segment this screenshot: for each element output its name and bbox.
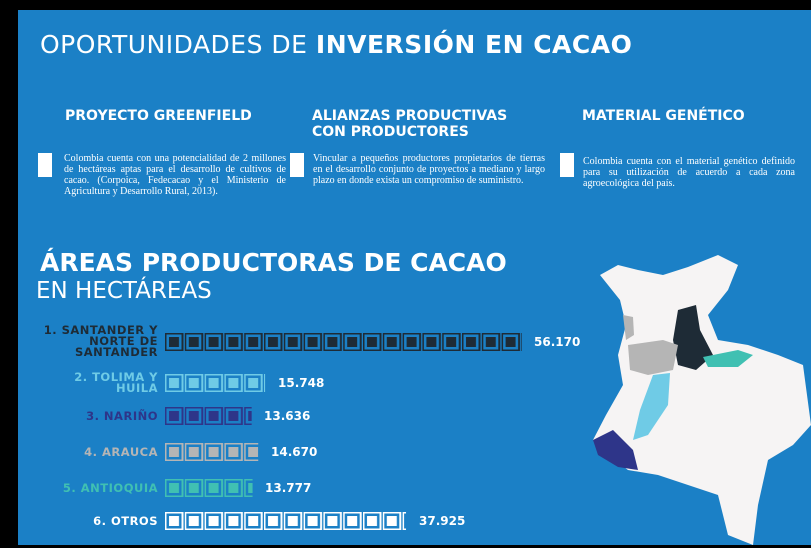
bullet [38, 153, 52, 177]
title-bold: INVERSIÓN EN CACAO [315, 30, 633, 59]
bar-row: 6. OTROS 37.925 [38, 512, 465, 530]
bar-row: 2. TOLIMA Y HUILA 15.748 [38, 370, 325, 395]
value-label: 13.777 [265, 481, 312, 495]
category-label: 6. OTROS [93, 513, 158, 528]
panel: OPORTUNIDADES DE INVERSIÓN EN CACAO PROY… [18, 10, 811, 545]
column-text: Colombia cuenta con el material genético… [583, 156, 795, 189]
category-label: 1. SANTANDER Y NORTE DE SANTANDER [43, 323, 158, 359]
category-label: 4. ARAUCA [84, 444, 158, 459]
map-region [593, 430, 638, 470]
section-subtitle: EN HECTÁREAS [36, 278, 212, 304]
bar-svg [165, 479, 253, 497]
section-title: ÁREAS PRODUCTORAS DE CACAO [40, 248, 507, 277]
bar-svg [165, 407, 252, 425]
title: OPORTUNIDADES DE INVERSIÓN EN CACAO [40, 30, 632, 59]
column-heading: MATERIAL GENÉTICO [582, 108, 745, 124]
value-label: 15.748 [278, 376, 325, 390]
category-label: 5. ANTIOQUIA [62, 480, 158, 495]
map-region [623, 315, 634, 340]
bar-row: 1. SANTANDER Y NORTE DE SANTANDER 56.170 [38, 323, 581, 359]
category-label: 3. NARIÑO [86, 408, 158, 423]
value-label: 13.636 [264, 409, 311, 423]
bar-svg [165, 443, 259, 461]
bar [165, 443, 259, 461]
map-region [633, 373, 670, 440]
column-heading: ALIANZAS PRODUCTIVAS CON PRODUCTORES [312, 108, 508, 140]
column-text: Vincular a pequeños productores propieta… [313, 153, 545, 186]
bar-row: 3. NARIÑO 13.636 [38, 407, 310, 425]
map-region [628, 340, 678, 375]
category-label: 2. TOLIMA Y HUILA [74, 370, 158, 395]
map-region [703, 350, 753, 367]
column-heading: PROYECTO GREENFIELD [65, 108, 252, 124]
bar [165, 512, 407, 530]
bullet [560, 153, 574, 177]
value-label: 56.170 [534, 334, 581, 349]
bar-svg [165, 512, 407, 530]
bar-row: 4. ARAUCA 14.670 [38, 443, 317, 461]
bar-svg [165, 374, 266, 392]
map-country [593, 255, 811, 545]
column-text: Colombia cuenta con una potencialidad de… [64, 153, 286, 197]
bar-svg [165, 332, 522, 351]
bar [165, 479, 253, 497]
bar [165, 332, 522, 351]
value-label: 14.670 [271, 445, 318, 459]
bar [165, 407, 252, 425]
map [593, 255, 811, 545]
value-label: 37.925 [419, 514, 466, 528]
bar-row: 5. ANTIOQUIA 13.777 [38, 479, 311, 497]
title-light: OPORTUNIDADES DE [40, 30, 308, 59]
bar [165, 374, 266, 392]
map-region [673, 305, 713, 370]
bullet [290, 153, 304, 177]
